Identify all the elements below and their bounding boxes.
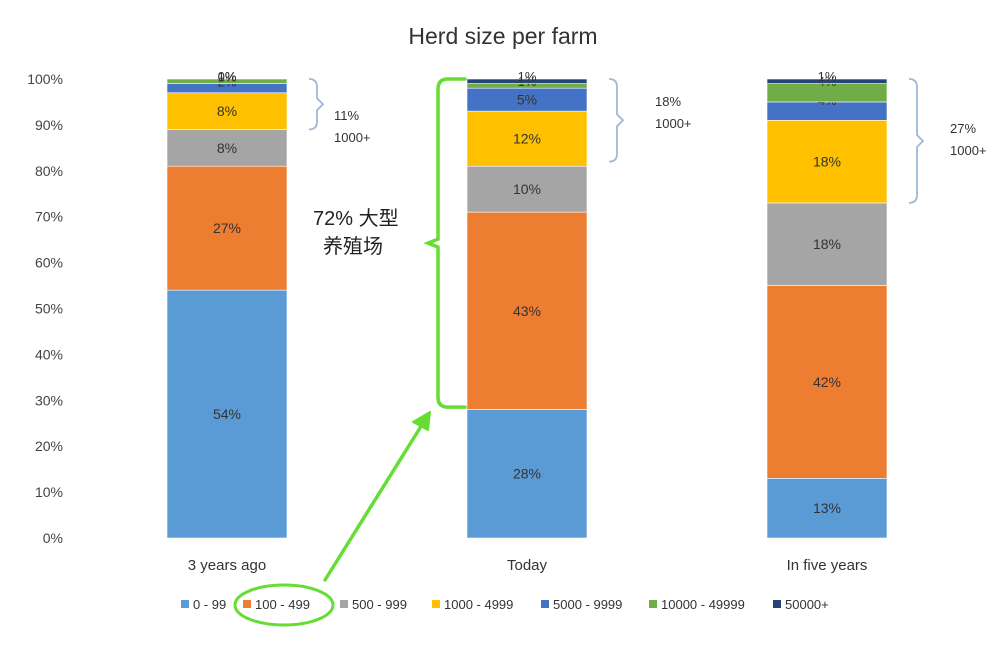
annotation-bracket xyxy=(608,78,625,163)
annotation-text: 1000+ xyxy=(950,143,987,158)
bar-segment xyxy=(166,165,288,291)
legend-swatch xyxy=(243,600,251,608)
data-label: 1% xyxy=(518,69,537,84)
category-label: 3 years ago xyxy=(188,557,266,574)
y-tick-label: 10% xyxy=(35,484,63,500)
y-tick-label: 40% xyxy=(35,346,63,362)
legend-label: 50000+ xyxy=(785,597,829,612)
y-tick-label: 70% xyxy=(35,209,63,225)
data-label: 18% xyxy=(813,236,841,252)
category-label: Today xyxy=(507,557,548,574)
callout-arrow-line xyxy=(323,418,427,582)
legend-swatch xyxy=(773,600,781,608)
legend-highlight-circle xyxy=(233,583,335,627)
y-axis: 0% 10% 20% 30% 40% 50% 60% 70% 80% 90% 100% xyxy=(27,71,63,546)
bar-segment xyxy=(166,78,288,84)
y-tick-label: 90% xyxy=(35,117,63,133)
annotation-bracket xyxy=(308,78,325,131)
bar-segment xyxy=(766,202,888,286)
bar-segment xyxy=(166,289,288,539)
annotation-text: 1000+ xyxy=(655,116,692,131)
bar-segment xyxy=(466,409,588,539)
annotation-percent: 27% xyxy=(950,121,976,136)
data-label: 42% xyxy=(813,374,841,390)
bar-segment xyxy=(166,92,288,130)
data-label: 1% xyxy=(818,69,837,84)
data-label: 8% xyxy=(217,103,237,119)
data-label: 0% xyxy=(218,69,237,84)
data-label: 8% xyxy=(217,140,237,156)
bars: 54%27%8%8%2%1%0%28%43%10%12%5%1%1%13%42%… xyxy=(166,69,888,539)
x-axis-labels: 3 years ago Today In five years xyxy=(188,557,868,574)
bar-segment xyxy=(766,120,888,204)
data-label: 5% xyxy=(517,92,537,108)
data-label: 54% xyxy=(213,406,241,422)
y-tick-label: 80% xyxy=(35,163,63,179)
bar-segment xyxy=(766,478,888,539)
y-tick-label: 60% xyxy=(35,255,63,271)
legend-label: 5000 - 9999 xyxy=(553,597,622,612)
annotation-bracket xyxy=(908,78,925,204)
bar-segment xyxy=(466,78,588,84)
bar-segment xyxy=(766,285,888,479)
callout-arrow-head xyxy=(412,411,431,431)
legend-label: 10000 - 49999 xyxy=(661,597,745,612)
legend-swatch xyxy=(649,600,657,608)
y-tick-label: 30% xyxy=(35,392,63,408)
annotation-percent: 11% xyxy=(334,108,359,123)
legend-label: 100 - 499 xyxy=(255,597,310,612)
legend-label: 0 - 99 xyxy=(193,597,226,612)
callout-text-line2: 养殖场 xyxy=(323,235,383,258)
bar-segment xyxy=(466,110,588,167)
legend-swatch xyxy=(541,600,549,608)
callout-text-line1: 72% 大型 xyxy=(313,207,399,230)
y-tick-label: 20% xyxy=(35,438,63,454)
legend-swatch xyxy=(340,600,348,608)
data-label: 10% xyxy=(513,181,541,197)
bar-segment xyxy=(766,78,888,84)
legend-label: 1000 - 4999 xyxy=(444,597,513,612)
annotations: 11% 1000+ 18% 1000+ 27% 1000+ xyxy=(308,78,987,204)
chart-title: Herd size per farm xyxy=(408,23,597,49)
data-label: 12% xyxy=(513,131,541,147)
callout-bracket xyxy=(423,77,467,409)
legend-swatch xyxy=(181,600,189,608)
data-label: 18% xyxy=(813,154,841,170)
data-label: 13% xyxy=(813,500,841,516)
y-tick-label: 0% xyxy=(43,530,63,546)
legend: 0 - 99 100 - 499 500 - 999 1000 - 4999 5000 … xyxy=(181,597,829,612)
category-label: In five years xyxy=(787,557,868,574)
legend-swatch xyxy=(432,600,440,608)
y-tick-label: 50% xyxy=(35,301,63,317)
data-label: 27% xyxy=(213,220,241,236)
data-label: 28% xyxy=(513,466,541,482)
annotation-percent: 18% xyxy=(655,94,681,109)
data-label: 1% xyxy=(218,70,237,85)
annotation-text: 1000+ xyxy=(334,130,371,145)
data-label: 43% xyxy=(513,303,541,319)
legend-label: 500 - 999 xyxy=(352,597,407,612)
bar-segment xyxy=(466,211,588,410)
y-tick-label: 100% xyxy=(27,71,63,87)
